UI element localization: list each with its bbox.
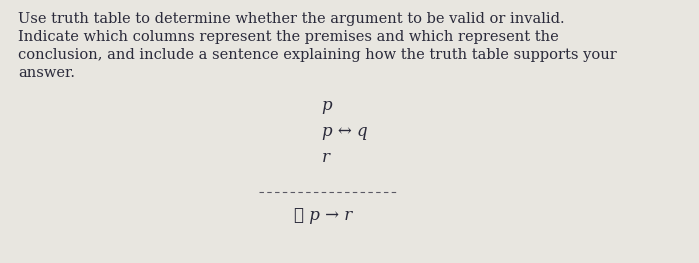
Text: p: p — [322, 97, 332, 114]
Text: answer.: answer. — [18, 66, 75, 80]
Text: Use truth table to determine whether the argument to be valid or invalid.: Use truth table to determine whether the… — [18, 12, 565, 26]
Text: r: r — [322, 149, 329, 166]
Text: ∴ p → r: ∴ p → r — [294, 207, 352, 224]
Text: conclusion, and include a sentence explaining how the truth table supports your: conclusion, and include a sentence expla… — [18, 48, 617, 62]
Text: p ↔ q: p ↔ q — [322, 123, 367, 140]
Text: Indicate which columns represent the premises and which represent the: Indicate which columns represent the pre… — [18, 30, 559, 44]
